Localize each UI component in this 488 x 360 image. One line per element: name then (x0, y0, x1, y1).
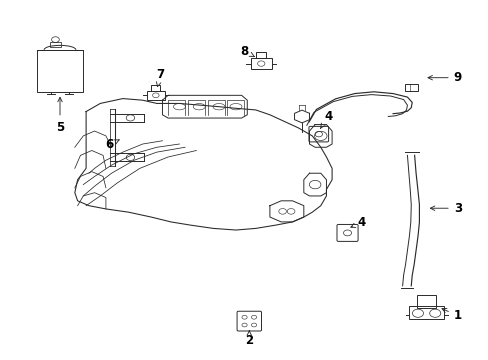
Text: 8: 8 (240, 45, 254, 58)
Text: 4: 4 (320, 110, 332, 128)
Text: 4: 4 (350, 216, 366, 229)
Text: 2: 2 (244, 331, 253, 347)
Text: 9: 9 (427, 71, 461, 84)
Text: 7: 7 (156, 68, 164, 87)
Text: 6: 6 (105, 138, 119, 151)
Text: 5: 5 (56, 97, 64, 134)
Text: 3: 3 (429, 202, 461, 215)
Text: 1: 1 (441, 309, 461, 322)
